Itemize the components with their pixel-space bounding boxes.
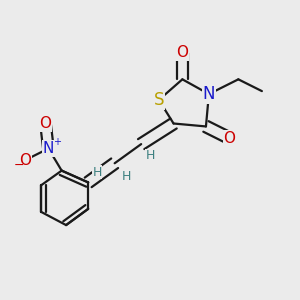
- Text: H: H: [145, 149, 155, 162]
- Text: H: H: [122, 170, 131, 183]
- Text: H: H: [92, 166, 102, 178]
- Text: O: O: [19, 153, 31, 168]
- Text: O: O: [40, 116, 52, 131]
- Text: O: O: [224, 131, 236, 146]
- Text: N: N: [43, 141, 54, 156]
- Text: O: O: [176, 45, 188, 60]
- Text: S: S: [154, 91, 164, 109]
- Text: +: +: [53, 137, 61, 147]
- Text: N: N: [202, 85, 215, 103]
- Text: −: −: [14, 159, 24, 172]
